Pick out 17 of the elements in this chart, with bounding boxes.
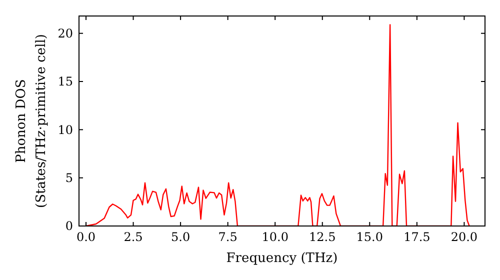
line-series xyxy=(85,24,470,226)
y-tick-label: 0 xyxy=(65,219,73,234)
x-tick-label: 10.0 xyxy=(262,230,288,244)
x-tick-label: 7.5 xyxy=(218,230,238,244)
y-tick-label: 10 xyxy=(58,122,73,137)
x-tick-label: 17.5 xyxy=(404,230,430,244)
x-tick-label: 12.5 xyxy=(309,230,336,244)
x-tick-label: 20.0 xyxy=(450,230,478,244)
y-tick-label: 20 xyxy=(58,26,73,41)
y-tick-label: 5 xyxy=(65,171,73,186)
x-tick-label: 15.0 xyxy=(356,230,384,244)
x-axis-title: Frequency (THz) xyxy=(226,251,338,266)
x-tick-label: 0.0 xyxy=(76,230,96,244)
x-tick-label: 2.5 xyxy=(124,230,143,244)
y-tick-label: 15 xyxy=(58,74,73,89)
y-axis-title: Phonon DOS (States/THz·primitive cell) xyxy=(14,34,49,208)
x-tick-label: 5.0 xyxy=(171,230,190,244)
